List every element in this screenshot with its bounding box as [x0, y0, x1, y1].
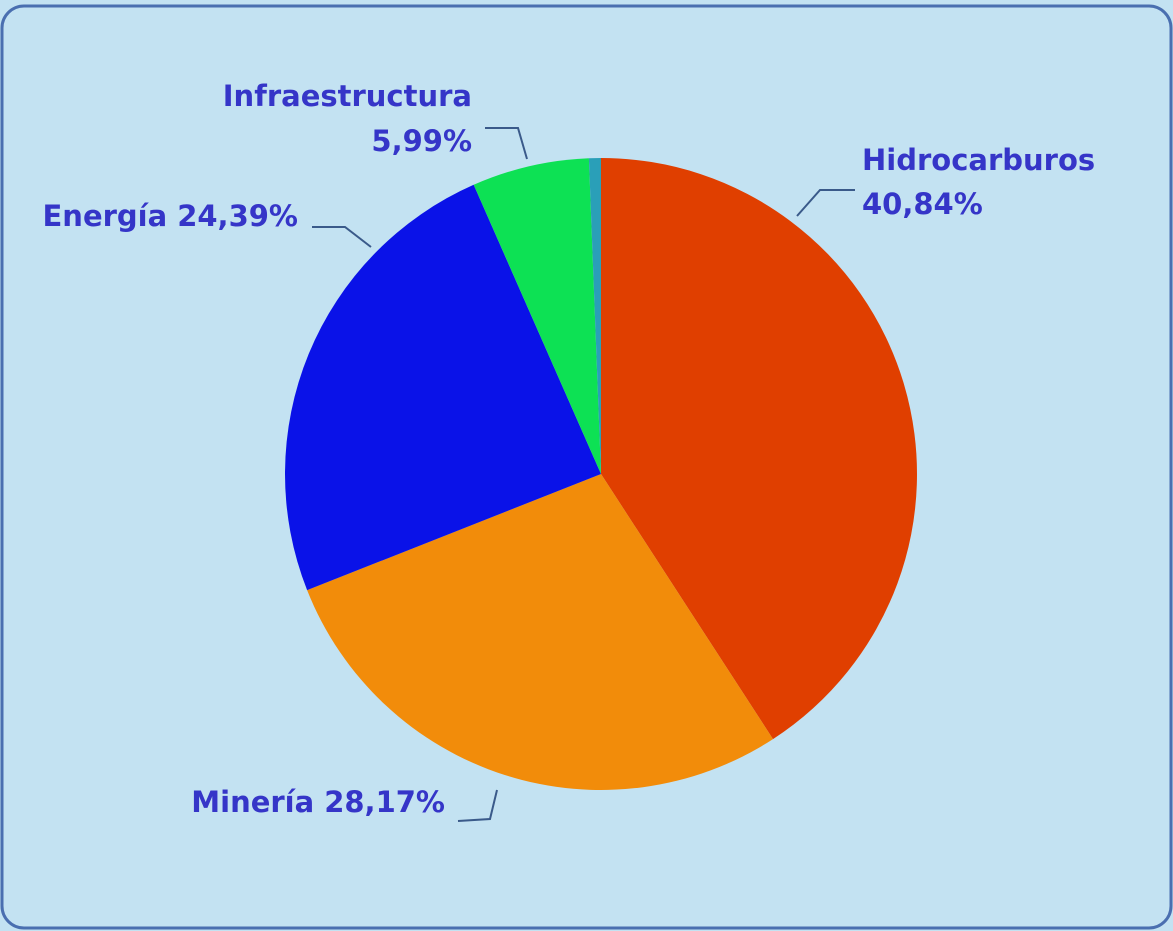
slice-label: Infraestructura	[223, 79, 472, 113]
slice-value-label: 5,99%	[371, 124, 472, 158]
slice-label-group: Minería 28,17%	[191, 785, 445, 819]
leader-line	[796, 189, 855, 217]
labels: Hidrocarburos 40,84% Minería 28,17% Energía 2…	[43, 79, 1095, 822]
slice-label: Minería	[191, 785, 314, 819]
slice-label: Energía	[43, 199, 168, 233]
pie-slice	[588, 158, 601, 474]
leader-line	[485, 127, 528, 160]
slice-label: Hidrocarburos	[862, 143, 1095, 177]
pie-slice	[473, 158, 601, 475]
pie-slice	[601, 158, 917, 740]
slice-value-label: 28,17%	[324, 785, 445, 819]
slice-value-label: 24,39%	[177, 199, 298, 233]
pie	[284, 158, 917, 790]
leader-line	[457, 789, 498, 822]
pie-slice	[284, 184, 601, 591]
pie-slice	[307, 474, 773, 790]
leader-line	[312, 226, 372, 248]
slice-label-group: Energía 24,39%	[43, 199, 299, 233]
slice-value-label: 40,84%	[862, 187, 983, 221]
